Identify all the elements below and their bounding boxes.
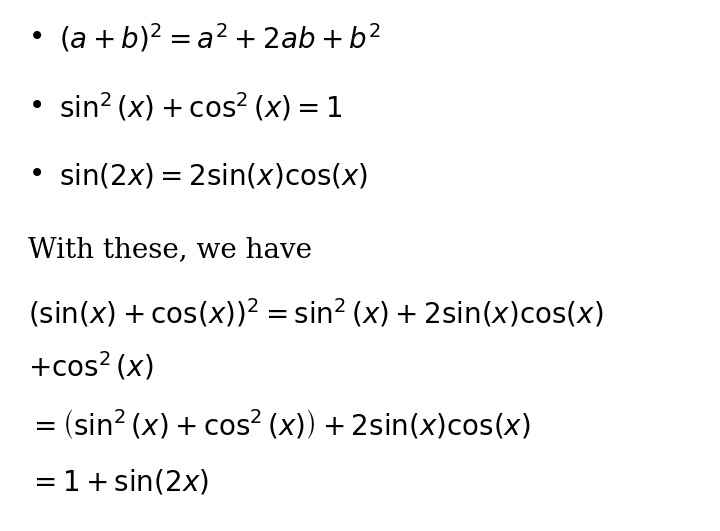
Text: •: • [29, 162, 45, 189]
Text: $(a + b)^2 = a^2 + 2ab + b^2$: $(a + b)^2 = a^2 + 2ab + b^2$ [59, 22, 381, 55]
Text: $\sin^2(x) + \cos^2(x) = 1$: $\sin^2(x) + \cos^2(x) = 1$ [59, 91, 343, 124]
Text: $= 1 + \sin(2x)$: $= 1 + \sin(2x)$ [29, 468, 210, 496]
Text: $= \left(\sin^2(x) + \cos^2(x)\right) + 2\sin(x)\cos(x)$: $= \left(\sin^2(x) + \cos^2(x)\right) + … [29, 407, 531, 441]
Text: With these, we have: With these, we have [29, 236, 312, 263]
Text: $\sin(2x) = 2\sin(x)\cos(x)$: $\sin(2x) = 2\sin(x)\cos(x)$ [59, 161, 369, 190]
Text: •: • [29, 93, 45, 121]
Text: •: • [29, 25, 45, 52]
Text: $+ \cos^2(x)$: $+ \cos^2(x)$ [29, 349, 154, 382]
Text: $(\sin(x) + \cos(x))^2 = \sin^2(x) + 2\sin(x)\cos(x)$: $(\sin(x) + \cos(x))^2 = \sin^2(x) + 2\s… [29, 297, 604, 330]
